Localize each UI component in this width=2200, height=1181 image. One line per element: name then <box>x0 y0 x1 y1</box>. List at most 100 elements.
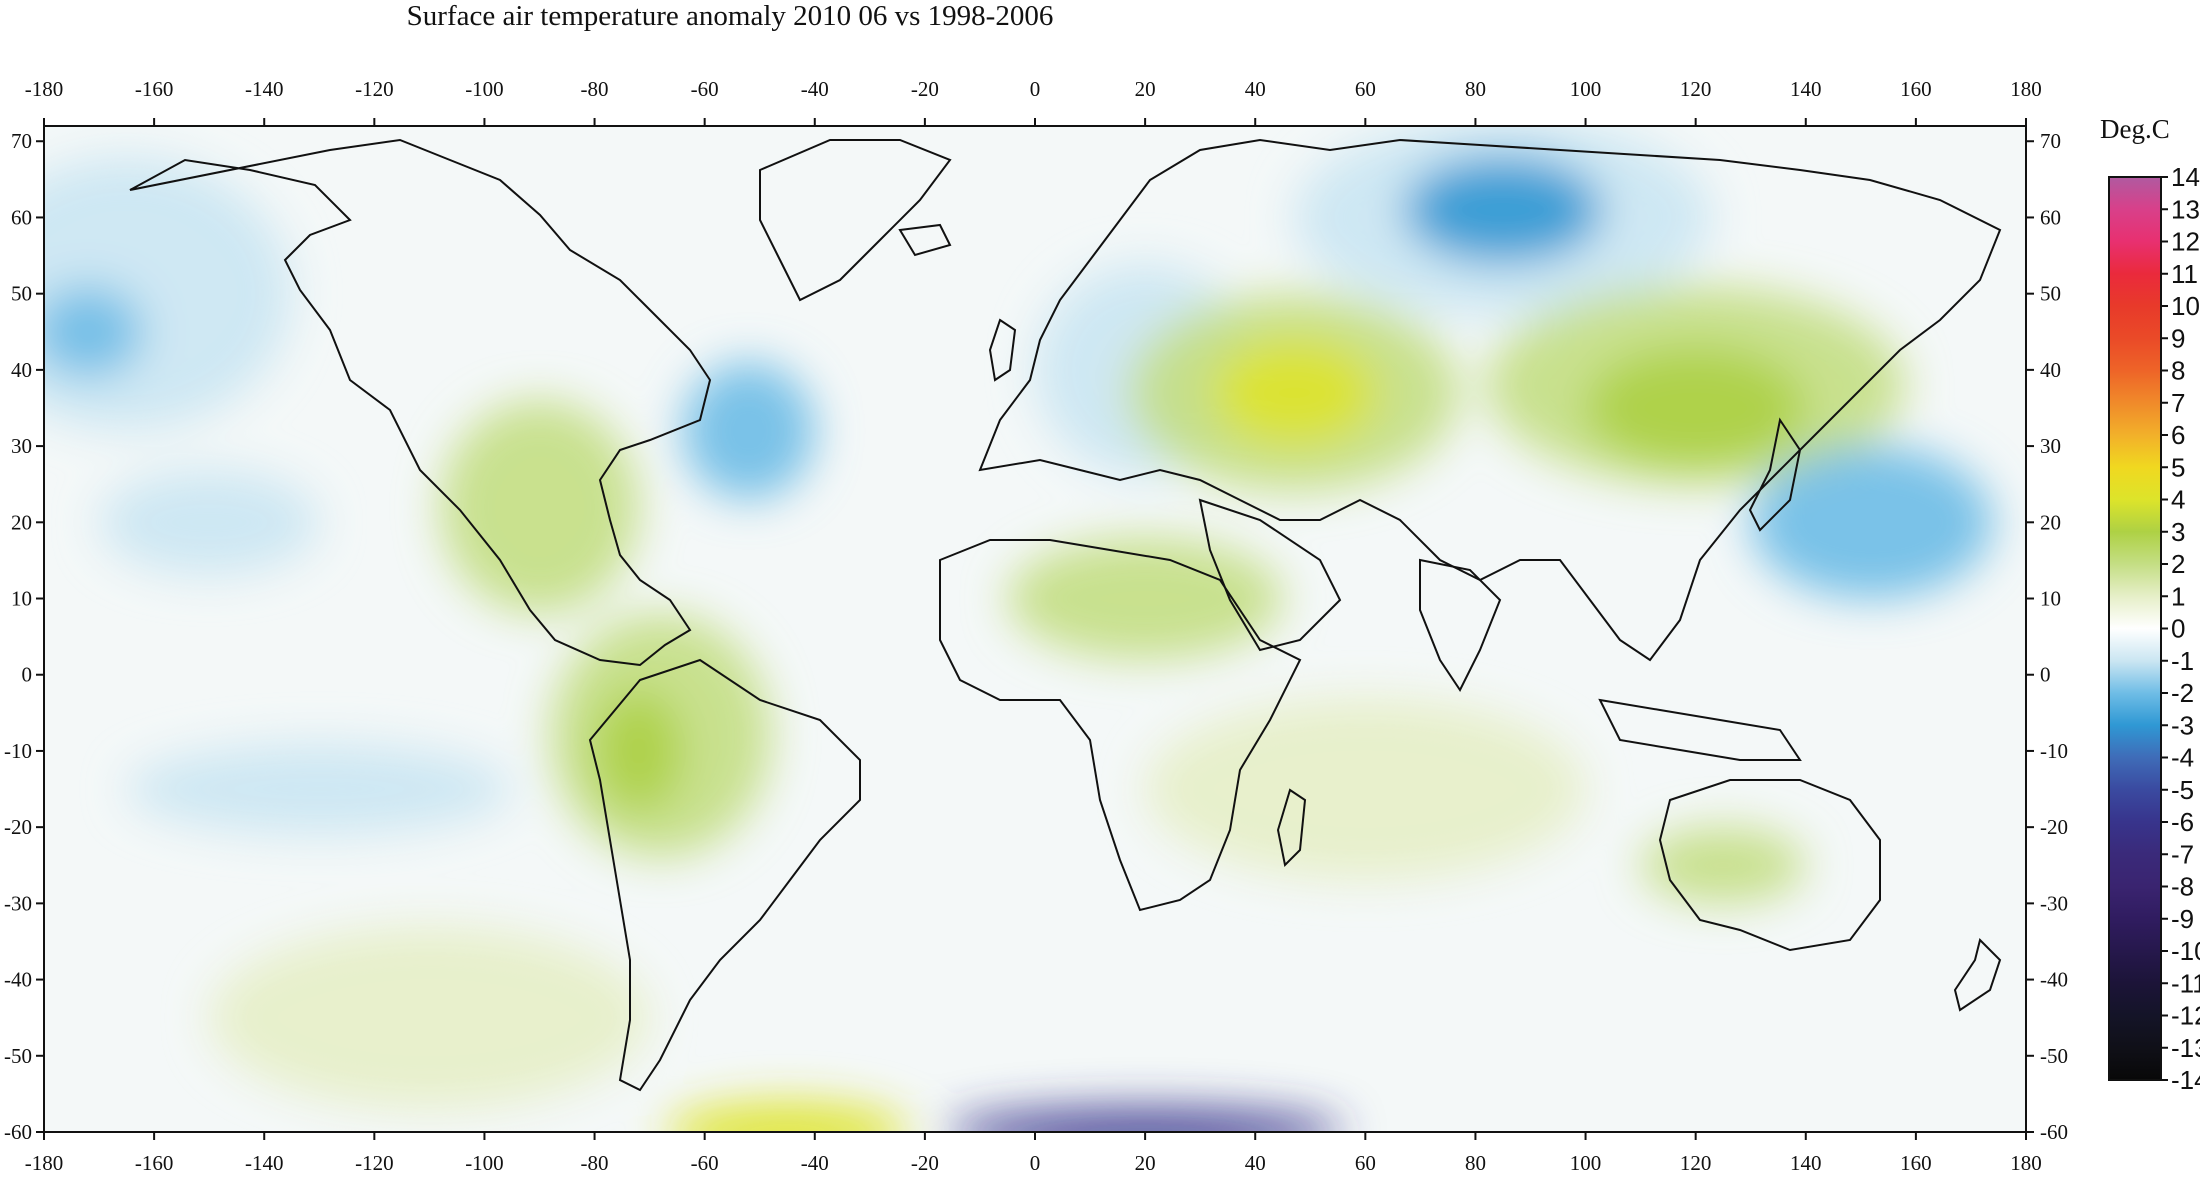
lon-tick-label-bottom: 60 <box>1355 1151 1376 1175</box>
colorbar-tick-label: -6 <box>2171 807 2194 837</box>
south-america-outline <box>588 658 861 1092</box>
lat-tick-label-left: 30 <box>11 434 32 458</box>
great-britain-outline <box>988 318 1017 382</box>
lon-tick-label-bottom: -140 <box>245 1151 284 1175</box>
lon-tick-label-top: -140 <box>245 77 284 101</box>
lon-tick-label-top: 0 <box>1030 77 1041 101</box>
lat-tick-label-right: 50 <box>2040 282 2061 306</box>
lon-tick-label-bottom: 20 <box>1135 1151 1156 1175</box>
lon-tick-label-top: 140 <box>1790 77 1822 101</box>
map-axes: -180-180-160-160-140-140-120-120-100-100… <box>4 77 2068 1175</box>
lat-tick-label-left: 0 <box>22 663 33 687</box>
coastlines <box>129 138 2002 1092</box>
colorbar-tick-label: -9 <box>2171 904 2194 934</box>
colorbar-tick-label: -8 <box>2171 872 2194 902</box>
lon-tick-label-bottom: 160 <box>1900 1151 1932 1175</box>
australia-outline <box>1658 779 1881 952</box>
lat-tick-label-left: 40 <box>11 358 32 382</box>
lon-tick-label-bottom: -80 <box>581 1151 609 1175</box>
anomaly-region <box>44 286 144 378</box>
lat-tick-label-right: 10 <box>2040 587 2061 611</box>
lat-tick-label-right: -60 <box>2040 1120 2068 1144</box>
lon-tick-label-top: -120 <box>355 77 394 101</box>
arabia-outline <box>1198 498 1342 652</box>
eurasia-outline <box>978 138 2002 662</box>
lat-tick-label-left: 10 <box>11 587 32 611</box>
iceland-outline <box>898 223 952 257</box>
lat-tick-label-left: -60 <box>4 1120 32 1144</box>
lon-tick-label-bottom: 120 <box>1680 1151 1712 1175</box>
lon-tick-label-top: 80 <box>1465 77 1486 101</box>
colorbar-tick-label: -3 <box>2171 710 2194 740</box>
colorbar-tick-label: -14 <box>2171 1065 2200 1095</box>
lon-tick-label-bottom: 180 <box>2010 1151 2042 1175</box>
lon-tick-label-top: 40 <box>1245 77 1266 101</box>
colorbar-tick-label: -13 <box>2171 1033 2200 1063</box>
lat-tick-label-left: -40 <box>4 968 32 992</box>
colorbar-tick-label: 5 <box>2171 452 2185 482</box>
lon-tick-label-top: -160 <box>135 77 174 101</box>
madagascar-outline <box>1276 788 1307 868</box>
lon-tick-label-bottom: 140 <box>1790 1151 1822 1175</box>
lat-tick-label-right: 0 <box>2040 663 2051 687</box>
colorbar-tick-label: 1 <box>2171 581 2185 611</box>
anomaly-blobs <box>44 126 1993 1132</box>
lat-tick-label-right: -10 <box>2040 739 2068 763</box>
colorbar-tick-label: -11 <box>2171 968 2200 998</box>
lon-tick-label-top: -80 <box>581 77 609 101</box>
colorbar-tick-label: -7 <box>2171 839 2194 869</box>
anomaly-region <box>209 926 650 1110</box>
lat-tick-label-right: 20 <box>2040 510 2061 534</box>
india-outline <box>1419 558 1502 692</box>
japan-outline <box>1748 417 1802 532</box>
anomaly-region <box>946 1109 1344 1132</box>
africa-outline <box>939 539 1302 912</box>
lat-tick-label-right: 70 <box>2040 129 2061 153</box>
colorbar-tick-label: 3 <box>2171 517 2185 547</box>
colorbar-tick-label: 9 <box>2171 323 2185 353</box>
lon-tick-label-bottom: -180 <box>25 1151 64 1175</box>
anomaly-region <box>440 400 639 614</box>
anomaly-region <box>682 362 815 500</box>
colorbar-gradient <box>2108 176 2162 1081</box>
lon-tick-label-top: 60 <box>1355 77 1376 101</box>
lon-tick-label-bottom: -120 <box>355 1151 394 1175</box>
colorbar-tick-label: 7 <box>2171 388 2185 418</box>
colorbar-tick-label: -1 <box>2171 646 2194 676</box>
lat-tick-label-right: -20 <box>2040 815 2068 839</box>
colorbar-ticks: 14131211109876543210-1-2-3-4-5-6-7-8-9-1… <box>2161 162 2200 1095</box>
lon-tick-label-top: -20 <box>911 77 939 101</box>
lat-tick-label-right: 40 <box>2040 358 2061 382</box>
anomaly-region <box>1145 697 1586 881</box>
lon-tick-label-top: 180 <box>2010 77 2042 101</box>
lat-tick-label-right: -40 <box>2040 968 2068 992</box>
lat-tick-label-left: 50 <box>11 282 32 306</box>
map-title: Surface air temperature anomaly 2010 06 … <box>406 0 1054 32</box>
colorbar-tick-label: 10 <box>2171 291 2200 321</box>
anomaly-field <box>44 126 1993 1132</box>
lon-tick-label-top: 100 <box>1570 77 1602 101</box>
colorbar-tick-label: 13 <box>2171 194 2200 224</box>
lon-tick-label-top: -180 <box>25 77 64 101</box>
lon-tick-label-bottom: -40 <box>801 1151 829 1175</box>
lon-tick-label-bottom: -20 <box>911 1151 939 1175</box>
lon-tick-label-bottom: -160 <box>135 1151 174 1175</box>
lon-tick-label-top: 120 <box>1680 77 1712 101</box>
colorbar-tick-label: 11 <box>2171 259 2198 289</box>
lat-tick-label-left: 20 <box>11 510 32 534</box>
colorbar-tick-label: -10 <box>2171 936 2200 966</box>
anomaly-region <box>1403 156 1603 264</box>
colorbar-tick-label: 12 <box>2171 227 2200 257</box>
anomaly-region <box>1211 339 1377 447</box>
greenland-outline <box>759 139 952 302</box>
colorbar-tick-label: 14 <box>2171 162 2200 192</box>
lon-tick-label-top: -100 <box>465 77 504 101</box>
lon-tick-label-top: 20 <box>1135 77 1156 101</box>
anomaly-region <box>126 743 512 835</box>
lat-tick-label-right: 30 <box>2040 434 2061 458</box>
new-zealand-outline <box>1953 938 2002 1012</box>
colorbar: 14131211109876543210-1-2-3-4-5-6-7-8-9-1… <box>2108 162 2200 1095</box>
colorbar-tick-label: -2 <box>2171 678 2194 708</box>
colorbar-tick-label: 2 <box>2171 549 2185 579</box>
